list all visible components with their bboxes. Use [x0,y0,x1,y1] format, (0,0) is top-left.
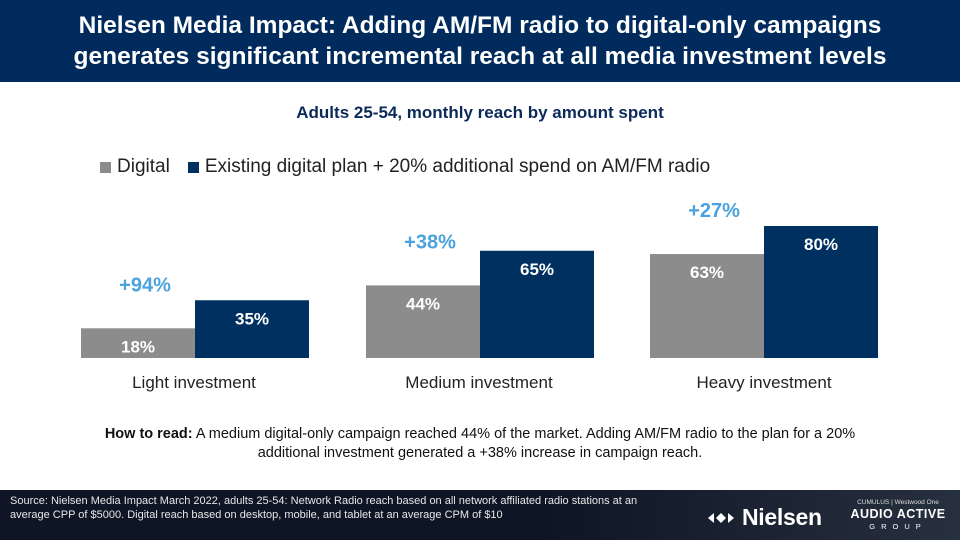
legend-item-radio: Existing digital plan + 20% additional s… [187,156,711,178]
legend-item-digital: Digital [100,156,170,178]
bar-digital-3 [650,254,764,358]
how-to-read-label: How to read: [104,426,193,442]
legend-swatch-radio [187,161,199,173]
title-line-2: generates significant incremental reach … [73,43,887,70]
bar-digital-1 [81,328,195,358]
legend-label-radio: Existing digital plan + 20% additional s… [204,156,711,177]
bar-radio-1 [195,300,309,358]
data-label-radio-3: 80% [804,235,838,254]
lift-label-2: +38% [404,231,456,253]
cumulus-text: CUMULUS [857,499,890,506]
how-to-read-text: A medium digital-only campaign reached 4… [195,426,856,461]
title-line-1: Nielsen Media Impact: Adding AM/FM radio… [78,12,882,39]
bar-chart: 18% 35% +94% Light investment 44% 65% +38% Medi… [81,200,878,392]
footer-source: Source: Nielsen Media Impact March 2022,… [10,495,638,521]
title-bar: Nielsen Media Impact: Adding AM/FM radio… [0,0,960,82]
lift-label-3: +27% [688,200,740,222]
data-label-radio-1: 35% [235,309,269,328]
data-label-radio-2: 65% [520,260,554,279]
chart-title: Adults 25-54, monthly reach by amount sp… [296,103,664,122]
data-label-digital-1: 18% [121,337,155,356]
nielsen-mark-icon [708,512,734,523]
bar-radio-2 [480,250,594,358]
aag-main-text: AUDIO ACTIVE [850,507,946,521]
bar-digital-2 [366,285,480,358]
aag-divider: | [891,499,895,506]
category-label-2: Medium investment [405,373,553,392]
legend-label-digital: Digital [117,156,170,177]
bar-radio-3 [764,226,878,358]
data-label-digital-2: 44% [406,294,440,313]
westwood-one-text: Westwood One [894,499,939,506]
chart-legend: Digital Existing digital plan + 20% addi… [100,155,728,179]
nielsen-logo: Nielsen [706,504,822,531]
audio-active-group-logo: CUMULUS | Westwood One AUDIO ACTIVE GROU… [845,498,951,532]
aag-top-line: CUMULUS | Westwood One [845,498,951,507]
footer: Source: Nielsen Media Impact March 2022,… [0,490,960,540]
nielsen-logo-text: Nielsen [742,504,822,530]
category-label-1: Light investment [132,373,256,392]
how-to-read: How to read: A medium digital-only campa… [80,425,880,463]
category-label-3: Heavy investment [696,373,831,392]
data-label-digital-3: 63% [690,263,724,282]
lift-label-1: +94% [119,274,171,296]
aag-sub-text: GROUP [869,522,927,531]
legend-swatch-digital [100,161,111,173]
